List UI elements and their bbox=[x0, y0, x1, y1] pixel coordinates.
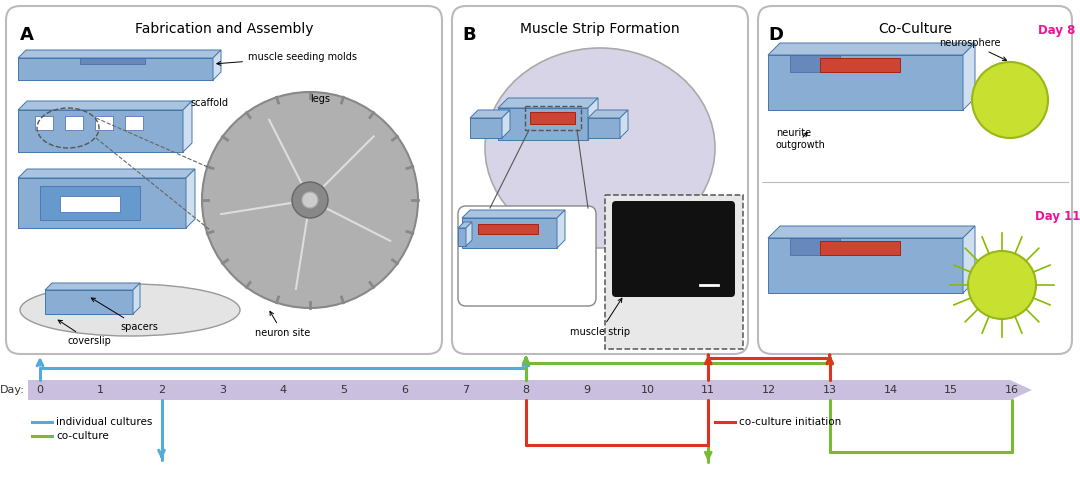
Polygon shape bbox=[125, 116, 143, 130]
Polygon shape bbox=[768, 55, 963, 110]
Text: Co-Culture: Co-Culture bbox=[878, 22, 951, 36]
Polygon shape bbox=[35, 116, 53, 130]
Polygon shape bbox=[768, 226, 975, 238]
Polygon shape bbox=[18, 58, 213, 80]
Text: legs: legs bbox=[310, 94, 330, 104]
FancyBboxPatch shape bbox=[458, 206, 596, 306]
Polygon shape bbox=[963, 43, 975, 110]
Polygon shape bbox=[458, 222, 472, 228]
FancyBboxPatch shape bbox=[453, 6, 748, 354]
Text: 7: 7 bbox=[461, 385, 469, 395]
Text: Fabrication and Assembly: Fabrication and Assembly bbox=[135, 22, 313, 36]
Circle shape bbox=[202, 92, 418, 308]
Polygon shape bbox=[820, 241, 900, 255]
Polygon shape bbox=[498, 98, 598, 108]
Polygon shape bbox=[95, 116, 113, 130]
Polygon shape bbox=[45, 283, 140, 290]
Text: co-culture initiation: co-culture initiation bbox=[739, 417, 841, 427]
Ellipse shape bbox=[21, 284, 240, 336]
Polygon shape bbox=[462, 218, 557, 248]
Polygon shape bbox=[470, 118, 502, 138]
Text: Day 8: Day 8 bbox=[1038, 24, 1076, 37]
Text: muscle strip: muscle strip bbox=[570, 298, 630, 337]
Polygon shape bbox=[789, 55, 840, 72]
Text: spacers: spacers bbox=[92, 298, 158, 332]
Polygon shape bbox=[45, 290, 133, 314]
Text: 15: 15 bbox=[944, 385, 958, 395]
Circle shape bbox=[972, 62, 1048, 138]
Polygon shape bbox=[588, 118, 620, 138]
Polygon shape bbox=[588, 110, 627, 118]
Circle shape bbox=[968, 251, 1036, 319]
Text: coverslip: coverslip bbox=[58, 320, 112, 346]
Polygon shape bbox=[530, 112, 575, 124]
Text: neuron site: neuron site bbox=[255, 311, 310, 338]
Polygon shape bbox=[502, 110, 510, 138]
Text: 6: 6 bbox=[401, 385, 408, 395]
FancyBboxPatch shape bbox=[6, 6, 442, 354]
Polygon shape bbox=[183, 101, 192, 152]
Text: neurosphere: neurosphere bbox=[940, 38, 1007, 60]
Polygon shape bbox=[789, 238, 840, 255]
Text: scaffold: scaffold bbox=[190, 98, 228, 108]
Polygon shape bbox=[80, 58, 145, 64]
FancyBboxPatch shape bbox=[605, 195, 743, 349]
Polygon shape bbox=[65, 116, 83, 130]
Text: 1: 1 bbox=[97, 385, 105, 395]
Text: Day 11: Day 11 bbox=[1035, 210, 1080, 223]
Text: 8: 8 bbox=[523, 385, 529, 395]
Polygon shape bbox=[620, 110, 627, 138]
Text: 12: 12 bbox=[761, 385, 777, 395]
Text: 4: 4 bbox=[280, 385, 286, 395]
FancyBboxPatch shape bbox=[758, 6, 1072, 354]
Text: 5: 5 bbox=[340, 385, 348, 395]
Text: Muscle Strip Formation: Muscle Strip Formation bbox=[521, 22, 679, 36]
FancyBboxPatch shape bbox=[612, 201, 735, 297]
Polygon shape bbox=[186, 169, 195, 228]
Polygon shape bbox=[40, 186, 140, 220]
Text: co-culture: co-culture bbox=[56, 431, 109, 441]
Text: muscle seeding molds: muscle seeding molds bbox=[217, 52, 357, 65]
Polygon shape bbox=[60, 196, 120, 212]
Text: 11: 11 bbox=[701, 385, 715, 395]
Polygon shape bbox=[28, 380, 1032, 400]
Circle shape bbox=[302, 192, 318, 208]
Polygon shape bbox=[462, 210, 565, 218]
Text: 16: 16 bbox=[1005, 385, 1020, 395]
Text: D: D bbox=[768, 26, 783, 44]
Polygon shape bbox=[557, 210, 565, 248]
Polygon shape bbox=[768, 238, 963, 293]
Text: 14: 14 bbox=[883, 385, 897, 395]
Text: Day:: Day: bbox=[0, 385, 25, 395]
Text: individual cultures: individual cultures bbox=[56, 417, 152, 427]
Text: 0: 0 bbox=[37, 385, 43, 395]
Polygon shape bbox=[820, 58, 900, 72]
Text: 9: 9 bbox=[583, 385, 591, 395]
Text: 3: 3 bbox=[219, 385, 226, 395]
Text: 10: 10 bbox=[640, 385, 654, 395]
Polygon shape bbox=[478, 224, 538, 234]
Polygon shape bbox=[18, 169, 195, 178]
Polygon shape bbox=[768, 43, 975, 55]
Text: B: B bbox=[462, 26, 475, 44]
Polygon shape bbox=[18, 50, 221, 58]
Polygon shape bbox=[18, 178, 186, 228]
Polygon shape bbox=[963, 226, 975, 293]
Polygon shape bbox=[465, 222, 472, 246]
Polygon shape bbox=[213, 50, 221, 80]
Text: 2: 2 bbox=[158, 385, 165, 395]
Text: neurite
outgrowth: neurite outgrowth bbox=[777, 128, 826, 150]
Polygon shape bbox=[498, 108, 588, 140]
Polygon shape bbox=[18, 110, 183, 152]
Circle shape bbox=[292, 182, 328, 218]
Polygon shape bbox=[18, 101, 192, 110]
Polygon shape bbox=[470, 110, 510, 118]
Polygon shape bbox=[458, 228, 465, 246]
Text: A: A bbox=[21, 26, 33, 44]
Ellipse shape bbox=[485, 48, 715, 248]
Polygon shape bbox=[588, 98, 598, 140]
Polygon shape bbox=[133, 283, 140, 314]
Text: 13: 13 bbox=[823, 385, 837, 395]
